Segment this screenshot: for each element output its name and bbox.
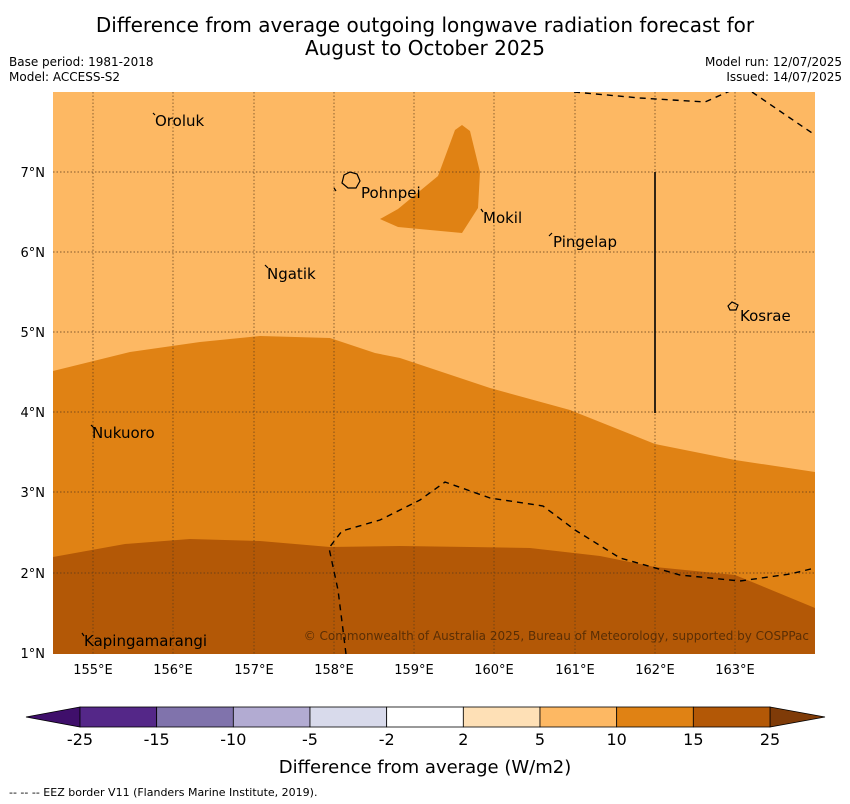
place-label-pohnpei: Pohnpei bbox=[361, 184, 421, 202]
title-line-1: Difference from average outgoing longwav… bbox=[95, 13, 755, 37]
colorbar-tick-label: 10 bbox=[606, 730, 626, 749]
lon-label: 162°E bbox=[635, 663, 675, 678]
colorbar-tick-label: 5 bbox=[535, 730, 545, 749]
colorbar-cell bbox=[539, 706, 618, 728]
lat-label: 1°N bbox=[21, 647, 46, 662]
colorbar-tick-label: 2 bbox=[458, 730, 468, 749]
meta-left: Base period: 1981-2018 Model: ACCESS-S2 bbox=[9, 55, 154, 85]
colorbar-cell bbox=[692, 706, 771, 728]
meta-right: Model run: 12/07/2025 Issued: 14/07/2025 bbox=[705, 55, 842, 85]
lat-label: 3°N bbox=[21, 486, 46, 501]
title-line-2: August to October 2025 bbox=[304, 36, 546, 60]
lat-labels: 7°N 6°N 5°N 4°N 3°N 2°N 1°N bbox=[21, 166, 46, 662]
base-period: Base period: 1981-2018 bbox=[9, 55, 154, 69]
gridlines bbox=[53, 92, 815, 654]
eez-legend-note: -- -- -- EEZ border V11 (Flanders Marine… bbox=[9, 786, 318, 799]
colorbar-low-arrow bbox=[25, 706, 81, 728]
lat-label: 4°N bbox=[21, 406, 46, 421]
lat-label: 5°N bbox=[21, 326, 46, 341]
region-10-15-north bbox=[380, 125, 480, 233]
model-name: Model: ACCESS-S2 bbox=[9, 70, 121, 84]
colorbar-tick-label: -15 bbox=[144, 730, 170, 749]
colorbar-cell bbox=[616, 706, 694, 728]
region-15-25 bbox=[53, 539, 815, 654]
place-label-kosrae: Kosrae bbox=[740, 307, 791, 325]
lon-label: 160°E bbox=[474, 663, 514, 678]
place-label-mokil: Mokil bbox=[483, 209, 522, 227]
colorbar-tick-label: 25 bbox=[760, 730, 780, 749]
lat-label: 2°N bbox=[21, 567, 46, 582]
islands bbox=[81, 112, 739, 637]
lon-label: 155°E bbox=[73, 663, 113, 678]
place-label-ngatik: Ngatik bbox=[267, 265, 316, 283]
lat-label: 7°N bbox=[21, 166, 46, 181]
colorbar-title: Difference from average (W/m2) bbox=[279, 757, 571, 778]
colorbar-high-arrow bbox=[769, 706, 826, 728]
colorbar-cell bbox=[386, 706, 464, 728]
colorbar-tick-label: 15 bbox=[683, 730, 703, 749]
lon-label: 157°E bbox=[234, 663, 274, 678]
colorbar-cell bbox=[462, 706, 541, 728]
place-label-nukuoro: Nukuoro bbox=[92, 424, 155, 442]
place-label-oroluk: Oroluk bbox=[155, 112, 204, 130]
colorbar-cell bbox=[156, 706, 234, 728]
lon-label: 156°E bbox=[153, 663, 193, 678]
colorbar-tick-label: -25 bbox=[67, 730, 93, 749]
issued-date: Issued: 14/07/2025 bbox=[726, 70, 842, 84]
lon-label: 163°E bbox=[715, 663, 755, 678]
map-area: Oroluk Pohnpei Mokil Pingelap Ngatik Kos… bbox=[53, 92, 815, 654]
map-title: Difference from average outgoing longwav… bbox=[0, 14, 850, 60]
lon-label: 159°E bbox=[394, 663, 434, 678]
lon-labels: 155°E 156°E 157°E 158°E 159°E 160°E 161°… bbox=[73, 663, 755, 678]
colorbar-tick-label: -10 bbox=[220, 730, 246, 749]
colorbar-tick-label: -5 bbox=[302, 730, 318, 749]
place-label-pingelap: Pingelap bbox=[553, 233, 617, 251]
pohnpei-island bbox=[341, 171, 361, 189]
copyright-notice: © Commonwealth of Australia 2025, Bureau… bbox=[304, 629, 809, 643]
colorbar: -25 -15 -10 -5 -2 2 5 10 15 25 Difference from av… bbox=[25, 706, 826, 778]
colorbar-cell bbox=[309, 706, 388, 728]
colorbar-cell bbox=[79, 706, 158, 728]
colorbar-cell bbox=[232, 706, 311, 728]
lon-label: 161°E bbox=[555, 663, 595, 678]
model-run: Model run: 12/07/2025 bbox=[704, 55, 842, 69]
kosrae-island bbox=[727, 301, 739, 311]
lat-label: 6°N bbox=[21, 246, 46, 261]
colorbar-tick-label: -2 bbox=[379, 730, 395, 749]
place-labels: Oroluk Pohnpei Mokil Pingelap Ngatik Kos… bbox=[84, 112, 791, 650]
lon-label: 158°E bbox=[314, 663, 354, 678]
eez-borders bbox=[328, 92, 815, 654]
place-label-kapingamarangi: Kapingamarangi bbox=[84, 632, 207, 650]
